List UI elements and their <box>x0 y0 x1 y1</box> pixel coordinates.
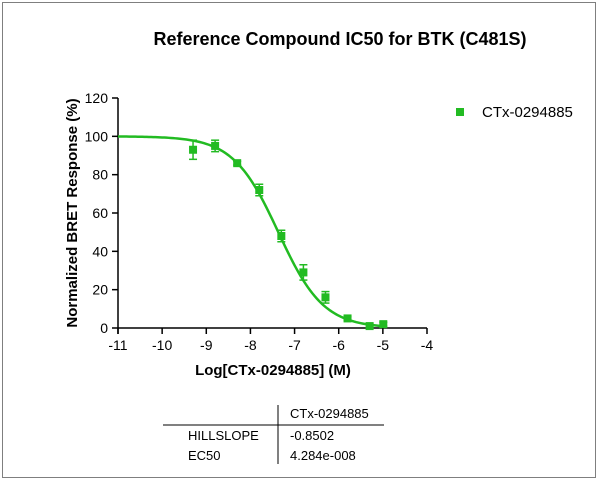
x-tick-label: -7 <box>288 337 301 353</box>
y-tick-label: 20 <box>92 282 108 298</box>
y-tick-label: 120 <box>85 90 109 106</box>
x-tick-label: -5 <box>377 337 390 353</box>
data-point <box>343 314 352 323</box>
plot-area: 0 20 40 60 80 100 120 -11 -10 -9 -8 -7 -6 -5 -4 <box>85 90 434 353</box>
y-tick-label: 40 <box>92 243 108 259</box>
x-tick-label: -11 <box>108 337 127 353</box>
fit-curve <box>117 135 383 328</box>
y-tick-label: 0 <box>100 320 108 336</box>
legend-marker <box>456 108 464 116</box>
table-row-label: EC50 <box>188 448 221 463</box>
table-row-label: HILLSLOPE <box>188 428 259 443</box>
data-point <box>365 322 374 331</box>
y-axis-label: Normalized BRET Response (%) <box>64 98 81 327</box>
table-row-value: -0.8502 <box>290 428 334 443</box>
results-table: CTx-0294885 HILLSLOPE -0.8502 EC50 4.284… <box>163 405 384 464</box>
x-tick-label: -8 <box>244 337 257 353</box>
data-point <box>233 159 242 168</box>
data-point <box>277 232 286 240</box>
data-point <box>189 145 198 154</box>
y-tick-label: 100 <box>85 128 109 144</box>
x-tick-label: -4 <box>421 337 434 353</box>
table-column-header: CTx-0294885 <box>290 406 369 421</box>
table-row-value: 4.284e-008 <box>290 448 356 463</box>
x-tick-label: -9 <box>200 337 213 353</box>
data-point <box>379 320 388 329</box>
legend-label: CTx-0294885 <box>482 104 573 121</box>
y-tick-label: 80 <box>92 167 108 183</box>
data-point <box>299 268 308 277</box>
chart-frame <box>2 2 596 478</box>
data-point <box>321 293 330 302</box>
data-point <box>255 186 264 194</box>
x-tick-label: -10 <box>152 337 172 353</box>
legend: CTx-0294885 <box>456 104 573 121</box>
data-point <box>211 141 220 150</box>
x-tick-label: -6 <box>332 337 345 353</box>
x-axis-label: Log[CTx-0294885] (M) <box>195 362 351 379</box>
chart-title: Reference Compound IC50 for BTK (C481S) <box>153 29 526 49</box>
y-tick-label: 60 <box>92 205 108 221</box>
